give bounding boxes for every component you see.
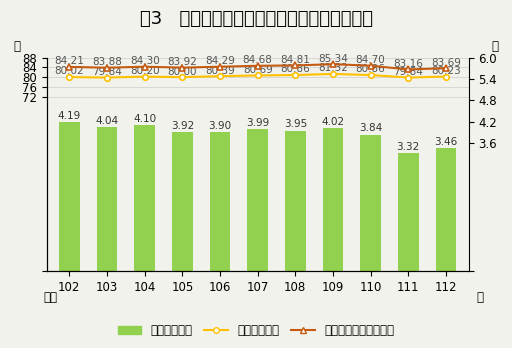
Text: 83.16: 83.16 (393, 59, 423, 69)
Text: 84.29: 84.29 (205, 56, 235, 66)
Text: 4.02: 4.02 (322, 117, 345, 127)
一般平均壽命 (405, 76, 411, 80)
惡性腫瘴除外平均壽命 (66, 65, 72, 69)
Bar (323, 128, 344, 271)
Bar (172, 132, 193, 271)
Text: 79.84: 79.84 (92, 67, 122, 77)
Bar (209, 133, 230, 271)
Text: 3.84: 3.84 (359, 124, 382, 133)
一般平均壽命 (330, 72, 336, 76)
Text: 84.70: 84.70 (356, 55, 386, 65)
Text: 80.39: 80.39 (205, 65, 235, 76)
Text: 84.30: 84.30 (130, 56, 160, 66)
Bar (59, 122, 80, 271)
一般平均壽命 (179, 75, 185, 79)
一般平均壽命 (104, 76, 110, 80)
Text: 歲: 歲 (491, 40, 498, 54)
Text: 83.69: 83.69 (431, 57, 461, 68)
Text: 81.32: 81.32 (318, 63, 348, 73)
Text: 3.99: 3.99 (246, 118, 269, 128)
惡性腫瘴除外平均壽命 (217, 65, 223, 69)
Text: 4.10: 4.10 (133, 114, 156, 124)
Text: 年: 年 (476, 291, 483, 304)
Bar (360, 135, 381, 271)
Text: 80.23: 80.23 (431, 66, 461, 76)
一般平均壽命 (292, 73, 298, 77)
Text: 3.46: 3.46 (434, 137, 458, 147)
惡性腫瘴除外平均壽命 (142, 65, 148, 69)
一般平均壽命 (66, 75, 72, 79)
Text: 83.92: 83.92 (167, 57, 197, 67)
Bar (247, 129, 268, 271)
Text: 3.32: 3.32 (397, 142, 420, 152)
Text: 80.86: 80.86 (356, 64, 386, 74)
Text: 84.68: 84.68 (243, 55, 272, 65)
Line: 一般平均壽命: 一般平均壽命 (67, 71, 449, 80)
Text: 80.86: 80.86 (281, 64, 310, 74)
一般平均壽命 (443, 74, 449, 79)
Legend: 差距（右軸）, 一般平均壽命, 惡性腫瘴除外平均壽命: 差距（右軸）, 一般平均壽命, 惡性腫瘴除外平均壽命 (113, 320, 399, 342)
Line: 惡性腫瘴除外平均壽命: 惡性腫瘴除外平均壽命 (66, 61, 450, 73)
惡性腫瘴除外平均壽命 (179, 65, 185, 70)
惡性腫瘴除外平均壽命 (368, 64, 374, 68)
Text: 79.84: 79.84 (393, 67, 423, 77)
Text: 3.90: 3.90 (208, 121, 231, 131)
Bar (436, 148, 456, 271)
Text: 歲: 歲 (13, 40, 20, 54)
Text: 3.95: 3.95 (284, 119, 307, 129)
惡性腫瘴除外平均壽命 (443, 66, 449, 70)
Text: 4.19: 4.19 (58, 111, 81, 121)
Text: 3.92: 3.92 (170, 120, 194, 130)
Text: 民國: 民國 (44, 291, 57, 304)
一般平均壽命 (368, 73, 374, 77)
惡性腫瘴除外平均壽命 (104, 66, 110, 70)
Text: 85.34: 85.34 (318, 54, 348, 64)
一般平均壽命 (142, 74, 148, 79)
惡性腫瘴除外平均壽命 (254, 64, 261, 68)
惡性腫瘴除外平均壽命 (292, 63, 298, 68)
Bar (285, 131, 306, 271)
Text: 83.88: 83.88 (92, 57, 122, 67)
Text: 図3   歷年排除死因為惡性腫瘴之平均壽命概況: 図3 歷年排除死因為惡性腫瘴之平均壽命概況 (139, 10, 373, 29)
惡性腫瘴除外平均壽命 (405, 68, 411, 72)
Bar (398, 153, 419, 271)
一般平均壽命 (217, 74, 223, 78)
惡性腫瘴除外平均壽命 (330, 62, 336, 66)
Text: 80.69: 80.69 (243, 65, 272, 75)
一般平均壽命 (254, 73, 261, 78)
Text: 84.81: 84.81 (281, 55, 310, 65)
Text: 80.02: 80.02 (54, 66, 84, 77)
Text: 80.00: 80.00 (167, 66, 197, 77)
Bar (134, 125, 155, 271)
Text: 84.21: 84.21 (54, 56, 84, 66)
Bar (97, 127, 117, 271)
Text: 4.04: 4.04 (95, 116, 119, 126)
Text: 80.20: 80.20 (130, 66, 159, 76)
